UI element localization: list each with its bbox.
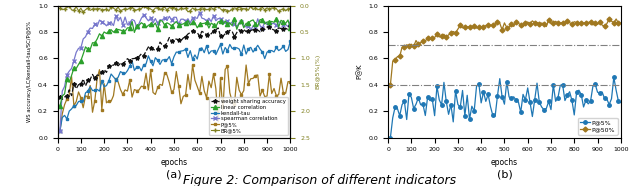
Y-axis label: BR@5%(%): BR@5%(%) bbox=[316, 54, 321, 89]
Text: (b): (b) bbox=[497, 169, 512, 179]
Text: Figure 2: Comparison of different indicators: Figure 2: Comparison of different indica… bbox=[184, 174, 456, 186]
Text: (a): (a) bbox=[166, 169, 182, 179]
Legend: weight sharing accuracy, linear correlation, kendall-tau, spearman correlation, : weight sharing accuracy, linear correlat… bbox=[209, 97, 288, 135]
Legend: P@5%, P@50%: P@5%, P@50% bbox=[578, 118, 618, 134]
X-axis label: epochs: epochs bbox=[161, 158, 188, 167]
X-axis label: epochs: epochs bbox=[491, 158, 518, 167]
Y-axis label: WS accuracy/LC/kendall-tau/SC/P@5%: WS accuracy/LC/kendall-tau/SC/P@5% bbox=[28, 21, 33, 122]
Y-axis label: P@K: P@K bbox=[356, 64, 363, 79]
